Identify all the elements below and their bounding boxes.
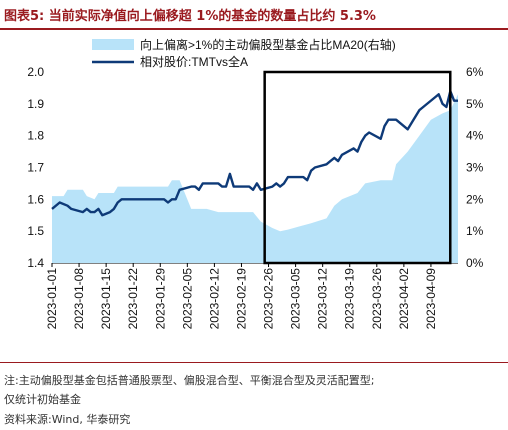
right-y-tick-label: 4%	[466, 129, 484, 143]
x-tick-label: 2023-01-08	[72, 268, 86, 330]
note-line-2: 仅统计初始基金	[4, 393, 81, 406]
x-tick-label: 2023-02-26	[262, 268, 276, 330]
highlight-box-group	[263, 70, 452, 265]
note-line-1: 注:主动偏股型基金包括普通股票型、偏股混合型、平衡混合型及灵活配置型;	[4, 374, 375, 387]
left-y-tick-label: 1.7	[27, 161, 44, 175]
right-y-tick-label: 5%	[466, 97, 484, 111]
left-y-tick-label: 1.4	[27, 256, 44, 270]
x-tick-label: 2023-02-12	[207, 268, 221, 330]
x-tick-label: 2023-03-05	[289, 268, 303, 330]
tick-labels: 1.4 1.5 1.6 1.7 1.8 1.9 2.0 0% 1% 2% 3% 4% 5% 6% 2023-…	[27, 65, 483, 329]
left-y-tick-label: 1.9	[27, 97, 44, 111]
left-y-tick-label: 2.0	[27, 65, 44, 79]
x-tick-label: 2023-04-02	[397, 268, 411, 330]
figure-divider	[0, 362, 508, 363]
x-tick-label: 2023-02-19	[234, 268, 248, 330]
right-y-tick-label: 0%	[466, 256, 484, 270]
area-series-group	[52, 94, 458, 263]
left-y-tick-label: 1.6	[27, 192, 44, 206]
right-y-tick-label: 3%	[466, 161, 484, 175]
x-tick-label: 2023-02-05	[180, 268, 194, 330]
x-tick-label: 2023-04-09	[424, 268, 438, 330]
left-y-tick-label: 1.8	[27, 129, 44, 143]
line-series-group	[51, 89, 458, 217]
right-y-tick-label: 2%	[466, 192, 484, 206]
x-tick-label: 2023-03-12	[316, 268, 330, 330]
source-note: 资料来源:Wind, 华泰研究	[4, 413, 131, 426]
x-tick-label: 2023-03-19	[343, 268, 357, 330]
x-tick-label: 2023-01-22	[126, 268, 140, 330]
legend: 向上偏离>1%的主动偏股型基金占比MA20(右轴) 相对股价:TMTvs全A	[92, 37, 396, 69]
figure-title: 图表5: 当前实际净值向上偏移超 1%的基金的数量占比约 5.3%	[4, 9, 376, 24]
right-y-tick-label: 1%	[466, 224, 484, 238]
x-tick-label: 2023-01-01	[45, 268, 59, 330]
legend-area-label: 向上偏离>1%的主动偏股型基金占比MA20(右轴)	[140, 37, 396, 52]
right-y-tick-label: 6%	[466, 65, 484, 79]
highlight-box	[263, 70, 452, 265]
area-series	[52, 94, 458, 263]
left-y-tick-label: 1.5	[27, 224, 44, 238]
chart: 1.4 1.5 1.6 1.7 1.8 1.9 2.0 0% 1% 2% 3% 4% 5% 6% 2023-…	[27, 37, 483, 329]
x-tick-label: 2023-01-29	[153, 268, 167, 330]
relative-price-line	[51, 89, 458, 217]
x-tick-label: 2023-03-26	[370, 268, 384, 330]
legend-area-swatch	[92, 39, 134, 50]
x-tick-label: 2023-01-15	[99, 268, 113, 330]
figure-title-bar: 图表5: 当前实际净值向上偏移超 1%的基金的数量占比约 5.3%	[0, 0, 508, 30]
legend-line-label: 相对股价:TMTvs全A	[140, 54, 248, 69]
